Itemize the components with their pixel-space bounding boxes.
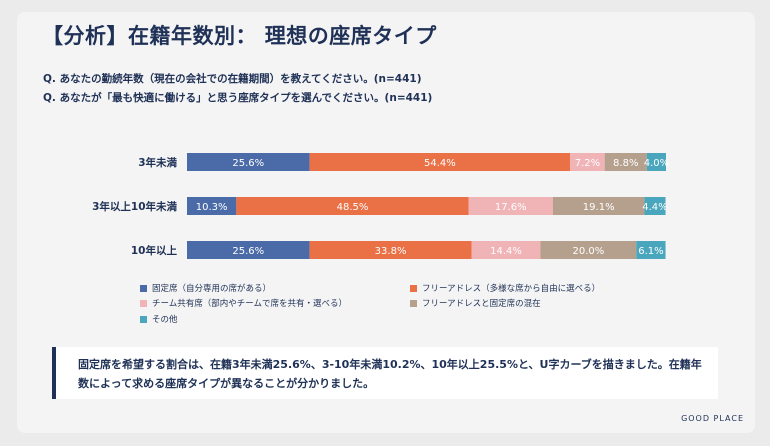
summary-text: 固定席を希望する割合は、在籍3年未満25.6%、3-10年未満10.2%、10年…: [78, 358, 702, 390]
data-label: 20.0%: [573, 246, 605, 257]
legend-item: 固定席（自分専用の席がある）: [140, 282, 271, 294]
legend-label: 固定席（自分専用の席がある）: [152, 284, 272, 294]
data-label: 25.6%: [232, 246, 264, 257]
slide-title: 【分析】在籍年数別： 理想の座席タイプ: [42, 24, 437, 48]
bar-segment: [604, 153, 647, 171]
data-label: 6.1%: [638, 246, 663, 257]
data-label: 7.2%: [575, 158, 600, 169]
legend-swatch: [140, 284, 147, 292]
bar-segment: [309, 241, 472, 259]
question-2: Q. あなたが「最も快適に働ける」と思う座席タイプを選んでください。(n=441…: [43, 92, 433, 104]
data-label: 19.1%: [583, 202, 615, 213]
legend-label: その他: [152, 315, 178, 325]
data-label: 10.3%: [196, 202, 228, 213]
category-label: 3年未満: [138, 156, 177, 169]
bar-segment: [236, 197, 469, 215]
legend-item: その他: [140, 313, 178, 325]
legend-item: フリーアドレスと固定席の混在: [410, 297, 541, 309]
bar-segment: [187, 153, 310, 171]
data-label: 48.5%: [337, 202, 369, 213]
bar-segment: [636, 241, 666, 259]
bar-segment: [644, 197, 666, 215]
data-label: 4.4%: [642, 202, 667, 213]
bar-segment: [471, 241, 541, 259]
bar-segment: [646, 153, 666, 171]
brand-logo-text: GOOD PLACE: [681, 414, 744, 423]
bar-segment: [309, 153, 571, 171]
bar-segment: [552, 197, 645, 215]
legend-swatch: [410, 299, 417, 307]
legend-item: フリーアドレス（多様な席から自由に選べる）: [410, 282, 600, 294]
legend-swatch: [410, 284, 417, 292]
question-1: Q. あなたの勤続年数（現在の会社での在籍期間）を教えてください。(n=441): [43, 73, 422, 85]
data-label: 14.4%: [490, 246, 522, 257]
summary-box: 固定席を希望する割合は、在籍3年未満25.6%、3-10年未満10.2%、10年…: [52, 347, 718, 399]
bar-segment: [570, 153, 605, 171]
bar-segment: [468, 197, 553, 215]
data-label: 17.6%: [495, 202, 527, 213]
legend-swatch: [140, 315, 147, 323]
data-label: 8.8%: [613, 158, 638, 169]
data-label: 25.6%: [232, 158, 264, 169]
legend-item: チーム共有席（部内やチームで席を共有・選べる）: [140, 297, 347, 309]
bar-segment: [187, 241, 310, 259]
legend-label: フリーアドレスと固定席の混在: [422, 299, 541, 309]
category-label: 3年以上10年未満: [92, 200, 177, 213]
data-label: 54.4%: [424, 158, 456, 169]
legend-label: チーム共有席（部内やチームで席を共有・選べる）: [152, 299, 347, 309]
bar-segment: [187, 197, 237, 215]
category-label: 10年以上: [131, 244, 178, 257]
data-label: 33.8%: [375, 246, 407, 257]
bar-segment: [540, 241, 637, 259]
legend-swatch: [140, 299, 147, 307]
legend-label: フリーアドレス（多様な席から自由に選べる）: [422, 284, 601, 294]
data-label: 4.0%: [644, 158, 669, 169]
